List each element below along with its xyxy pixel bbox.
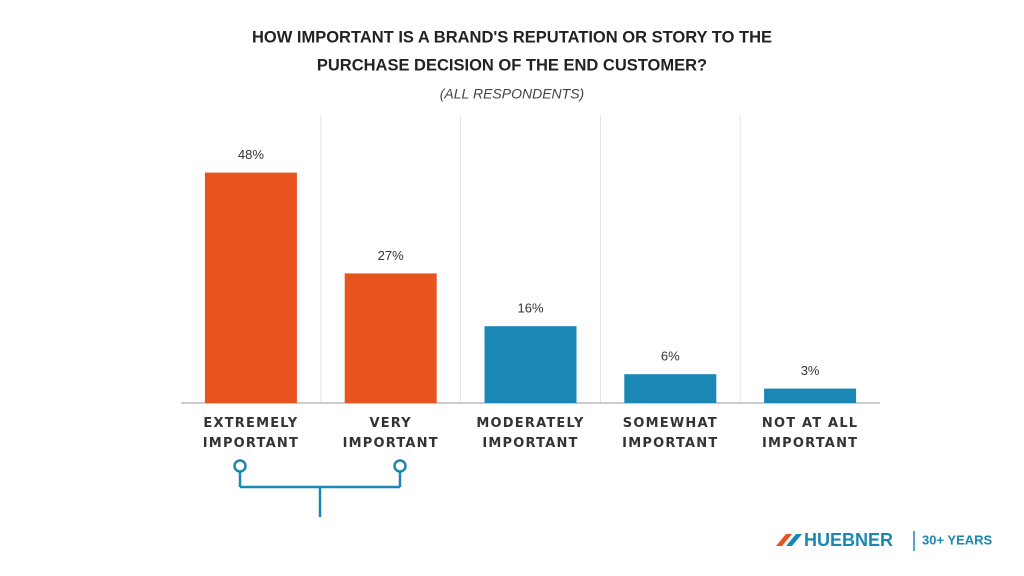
bar: [624, 374, 717, 403]
chart-subtitle: (ALL RESPONDENTS): [440, 86, 584, 102]
bar: [204, 172, 297, 403]
bracket: [233, 459, 407, 517]
x-tick-label: EXTREMELY IMPORTANT: [202, 416, 300, 451]
value-label: 48%: [238, 147, 264, 162]
value-label: 6%: [661, 349, 680, 364]
x-tick-label: SOMEWHAT IMPORTANT: [622, 416, 719, 451]
value-label: 16%: [517, 301, 543, 316]
x-tick-label: NOT AT ALL IMPORTANT: [761, 416, 859, 451]
bar: [484, 326, 577, 403]
value-label: 27%: [378, 248, 404, 263]
logo-name: HUEBNER: [804, 530, 893, 550]
bar: [764, 388, 857, 403]
logo-tagline: 30+ YEARS: [922, 532, 993, 547]
value-label: 3%: [801, 363, 820, 378]
chart-title: HOW IMPORTANT IS A BRAND'S REPUTATION OR…: [252, 28, 772, 46]
bar: [344, 273, 437, 403]
logo-icon: [776, 534, 802, 546]
chart-title: PURCHASE DECISION OF THE END CUSTOMER?: [317, 56, 707, 74]
x-tick-label: VERY IMPORTANT: [342, 416, 439, 451]
x-tick-label: MODERATELY IMPORTANT: [476, 416, 585, 451]
